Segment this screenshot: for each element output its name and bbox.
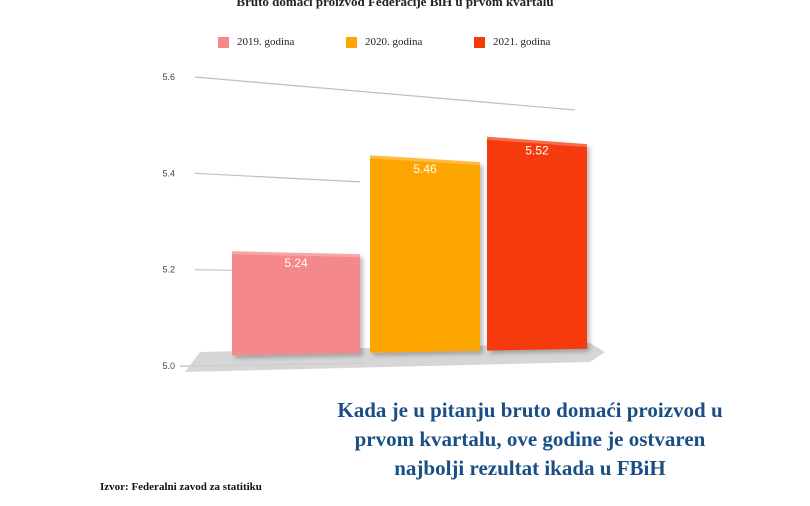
bar-body xyxy=(487,136,587,351)
bar-value-label: 5.46 xyxy=(413,162,437,176)
legend-swatch-2021 xyxy=(474,36,485,48)
y-tick-label-5.6: 5.6 xyxy=(162,72,175,82)
legend-label-2021: 2021. godina xyxy=(493,36,551,48)
legend-item-2021: 2021. godina xyxy=(474,36,550,48)
y-tick-label-5.2: 5.2 xyxy=(162,265,175,275)
bar-highlight xyxy=(232,251,360,258)
y-tick-label-5.4: 5.4 xyxy=(162,168,175,178)
chart-legend: 2019. godina 2020. godina 2021. godina xyxy=(0,36,810,52)
bar-value-label: 5.52 xyxy=(525,143,549,157)
bar-value-label: 5.24 xyxy=(284,256,308,270)
bars: 5.24 5.46 5.52 xyxy=(232,136,587,356)
bar-highlight xyxy=(487,136,587,148)
y-tick-label-5.0: 5.0 xyxy=(162,361,175,371)
bar-2020: 5.46 xyxy=(370,155,480,353)
bar-body xyxy=(370,155,480,353)
legend-swatch-2019 xyxy=(218,36,229,48)
legend-label-2019: 2019. godina xyxy=(237,36,295,48)
gridline-5.6 xyxy=(194,76,576,111)
bar-body xyxy=(232,251,360,356)
source-note: Izvor: Federalni zavod za statitiku xyxy=(100,481,262,493)
bar-2021: 5.52 xyxy=(487,136,587,351)
headline-text: Kada je u pitanju bruto domaći proizvod … xyxy=(337,398,723,480)
legend-item-2020: 2020. godina xyxy=(346,36,422,48)
legend-item-2019: 2019. godina xyxy=(218,36,294,48)
bar-highlight xyxy=(370,155,480,166)
legend-swatch-2020 xyxy=(346,36,357,48)
y-axis-ticks: 5.0 5.2 5.4 5.6 xyxy=(162,72,175,371)
gridline-5.4 xyxy=(194,172,361,183)
bar-2019: 5.24 xyxy=(232,251,360,356)
chart-title: Bruto domaći proizvod Federacije BiH u p… xyxy=(236,0,554,9)
legend-label-2020: 2020. godina xyxy=(365,36,423,48)
